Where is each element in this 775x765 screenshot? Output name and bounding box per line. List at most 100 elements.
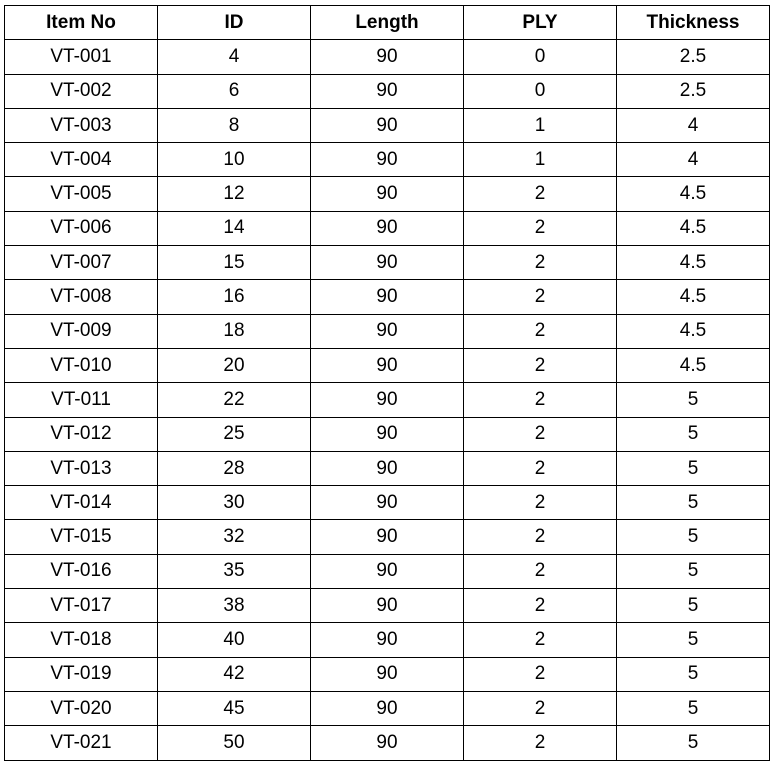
- column-header-id: ID: [157, 4, 311, 41]
- cell-id: 28: [157, 450, 311, 487]
- cell-ply: 2: [463, 588, 617, 624]
- cell-id: 16: [157, 279, 311, 315]
- cell-item-no: VT-021: [4, 725, 158, 761]
- cell-item-no: VT-007: [4, 245, 158, 281]
- cell-item-no: VT-006: [4, 210, 158, 247]
- table-row: VT-021 50 90 2 5: [4, 725, 770, 761]
- cell-thickness: 5: [616, 485, 770, 521]
- cell-item-no: VT-019: [4, 656, 158, 692]
- cell-ply: 1: [463, 142, 617, 178]
- cell-ply: 2: [463, 382, 617, 418]
- cell-ply: 2: [463, 313, 617, 349]
- cell-thickness: 5: [616, 690, 770, 727]
- cell-ply: 2: [463, 690, 617, 727]
- cell-id: 32: [157, 519, 311, 555]
- cell-id: 15: [157, 245, 311, 281]
- cell-id: 25: [157, 416, 311, 452]
- cell-id: 6: [157, 73, 311, 109]
- cell-length: 90: [310, 416, 464, 452]
- cell-ply: 2: [463, 485, 617, 521]
- cell-thickness: 4.5: [616, 176, 770, 212]
- cell-thickness: 4.5: [616, 210, 770, 247]
- cell-thickness: 4.5: [616, 279, 770, 315]
- cell-item-no: VT-012: [4, 416, 158, 452]
- cell-thickness: 4.5: [616, 347, 770, 384]
- cell-thickness: 5: [616, 725, 770, 761]
- cell-item-no: VT-014: [4, 485, 158, 521]
- cell-length: 90: [310, 450, 464, 487]
- cell-length: 90: [310, 107, 464, 144]
- cell-id: 35: [157, 553, 311, 590]
- table-body: VT-001 4 90 0 2.5 VT-002 6 90 0 2.5 VT-003 8 90 1 4 VT-…: [4, 39, 770, 761]
- cell-item-no: VT-017: [4, 588, 158, 624]
- cell-ply: 2: [463, 416, 617, 452]
- table-row: VT-007 15 90 2 4.5: [4, 245, 770, 281]
- cell-thickness: 5: [616, 519, 770, 555]
- cell-thickness: 5: [616, 382, 770, 418]
- cell-item-no: VT-009: [4, 313, 158, 349]
- table-row: VT-003 8 90 1 4: [4, 107, 770, 144]
- cell-length: 90: [310, 725, 464, 761]
- cell-ply: 2: [463, 656, 617, 692]
- cell-item-no: VT-002: [4, 73, 158, 109]
- cell-id: 18: [157, 313, 311, 349]
- table-header-row: Item No ID Length PLY Thickness: [4, 4, 770, 41]
- cell-length: 90: [310, 245, 464, 281]
- cell-item-no: VT-011: [4, 382, 158, 418]
- cell-id: 20: [157, 347, 311, 384]
- cell-item-no: VT-003: [4, 107, 158, 144]
- cell-length: 90: [310, 142, 464, 178]
- cell-id: 50: [157, 725, 311, 761]
- column-header-thickness: Thickness: [616, 4, 770, 41]
- cell-length: 90: [310, 73, 464, 109]
- table-row: VT-013 28 90 2 5: [4, 450, 770, 487]
- cell-ply: 2: [463, 622, 617, 658]
- cell-item-no: VT-013: [4, 450, 158, 487]
- cell-thickness: 2.5: [616, 73, 770, 109]
- cell-length: 90: [310, 690, 464, 727]
- cell-ply: 2: [463, 279, 617, 315]
- cell-length: 90: [310, 553, 464, 590]
- table-row: VT-020 45 90 2 5: [4, 690, 770, 727]
- cell-thickness: 5: [616, 450, 770, 487]
- cell-length: 90: [310, 382, 464, 418]
- cell-length: 90: [310, 313, 464, 349]
- table-row: VT-001 4 90 0 2.5: [4, 39, 770, 75]
- table-row: VT-016 35 90 2 5: [4, 553, 770, 590]
- table-row: VT-015 32 90 2 5: [4, 519, 770, 555]
- table-row: VT-011 22 90 2 5: [4, 382, 770, 418]
- cell-length: 90: [310, 588, 464, 624]
- cell-item-no: VT-005: [4, 176, 158, 212]
- cell-length: 90: [310, 519, 464, 555]
- cell-id: 8: [157, 107, 311, 144]
- cell-item-no: VT-015: [4, 519, 158, 555]
- cell-id: 14: [157, 210, 311, 247]
- table-row: VT-019 42 90 2 5: [4, 656, 770, 692]
- cell-length: 90: [310, 39, 464, 75]
- cell-length: 90: [310, 485, 464, 521]
- cell-id: 45: [157, 690, 311, 727]
- cell-id: 22: [157, 382, 311, 418]
- cell-length: 90: [310, 210, 464, 247]
- cell-ply: 0: [463, 73, 617, 109]
- table-row: VT-017 38 90 2 5: [4, 588, 770, 624]
- column-header-item-no: Item No: [4, 4, 158, 41]
- column-header-ply: PLY: [463, 4, 617, 41]
- cell-length: 90: [310, 656, 464, 692]
- cell-item-no: VT-001: [4, 39, 158, 75]
- cell-thickness: 5: [616, 588, 770, 624]
- table-row: VT-002 6 90 0 2.5: [4, 73, 770, 109]
- column-header-length: Length: [310, 4, 464, 41]
- table-row: VT-009 18 90 2 4.5: [4, 313, 770, 349]
- cell-ply: 2: [463, 347, 617, 384]
- table-row: VT-004 10 90 1 4: [4, 142, 770, 178]
- cell-id: 38: [157, 588, 311, 624]
- cell-thickness: 2.5: [616, 39, 770, 75]
- cell-length: 90: [310, 622, 464, 658]
- table-row: VT-014 30 90 2 5: [4, 485, 770, 521]
- table-row: VT-010 20 90 2 4.5: [4, 347, 770, 384]
- table-row: VT-006 14 90 2 4.5: [4, 210, 770, 247]
- cell-length: 90: [310, 347, 464, 384]
- cell-length: 90: [310, 176, 464, 212]
- cell-thickness: 4: [616, 142, 770, 178]
